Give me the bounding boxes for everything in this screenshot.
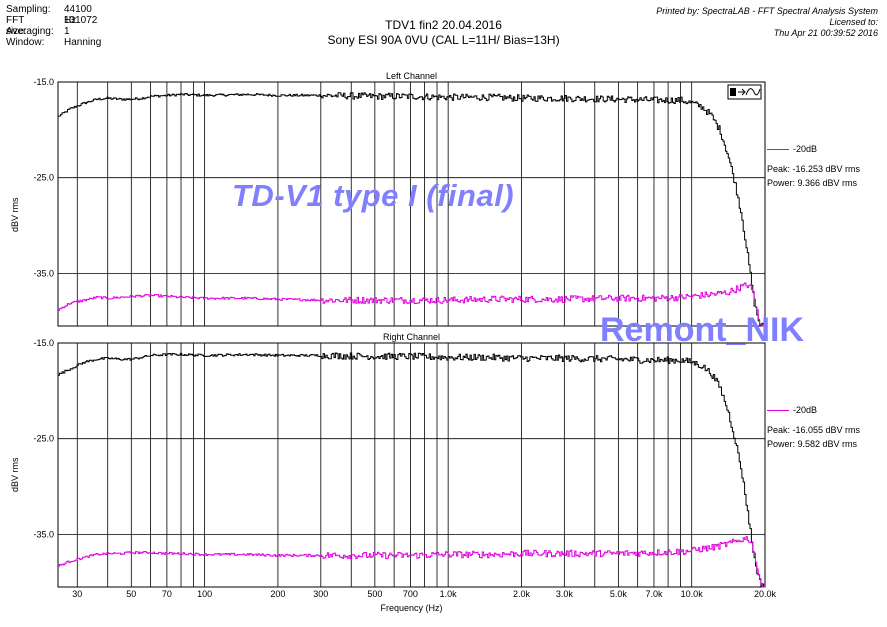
x-tick-label: 5.0k [610, 589, 628, 599]
legend-label: -20dB [793, 405, 818, 415]
x-tick-label: 2.0k [513, 589, 531, 599]
y-axis-label-right: dBV rms [10, 457, 20, 492]
x-tick-label: 200 [270, 589, 285, 599]
x-tick-label: 30 [72, 589, 82, 599]
watermark-title: TD-V1 type I (final) [232, 178, 515, 213]
plot-subtitle: Sony ESI 90A 0VU (CAL L=11H/ Bias=13H) [327, 33, 560, 47]
power-readout: Power: 9.582 dBV rms [767, 439, 858, 449]
x-axis-label: Frequency (Hz) [380, 603, 442, 613]
x-tick-label: 1.0k [440, 589, 458, 599]
x-tick-label: 100 [197, 589, 212, 599]
watermark-author: Remont_NIK [600, 311, 805, 349]
panel-title: Left Channel [386, 71, 437, 81]
info-value: 44100 Hz [64, 4, 92, 26]
reference-trace-20db [58, 282, 765, 327]
y-tick-label: -35.0 [33, 268, 54, 278]
peak-readout: Peak: -16.055 dBV rms [767, 425, 861, 435]
y-tick-label: -25.0 [33, 173, 54, 183]
x-tick-label: 300 [313, 589, 328, 599]
peak-readout: Peak: -16.253 dBV rms [767, 164, 861, 174]
info-value: Hanning [64, 37, 102, 48]
spectrum-trace [58, 92, 766, 327]
x-tick-label: 7.0k [645, 589, 663, 599]
waveform-icon[interactable] [727, 84, 762, 100]
left-legend: -20dB Peak: -16.253 dBV rms Power: 9.366… [767, 142, 860, 190]
panel-title: Right Channel [383, 332, 440, 342]
right-legend: -20dB Peak: -16.055 dBV rms Power: 9.582… [767, 403, 860, 451]
legend-swatch [767, 149, 789, 151]
legend-entry: -20dB [767, 403, 860, 417]
info-value: 1 [64, 26, 70, 37]
licensed-to: Licensed to: [829, 17, 878, 27]
info-key: Sampling: [6, 4, 51, 15]
legend-entry: -20dB [767, 142, 860, 156]
icon-glyph [730, 88, 736, 96]
info-key: Window: [6, 37, 45, 48]
info-value: 131072 [64, 15, 98, 26]
icon-arrow [738, 88, 746, 96]
x-tick-label: 50 [126, 589, 136, 599]
y-tick-label: -15.0 [33, 77, 54, 87]
y-tick-label: -35.0 [33, 529, 54, 539]
legend-label: -20dB [793, 144, 818, 154]
reference-trace-20db [58, 536, 765, 588]
x-tick-label: 10.0k [681, 589, 704, 599]
icon-wave [745, 88, 761, 96]
plot-title: TDV1 fin2 20.04.2016 [385, 18, 502, 32]
info-key: Averaging: [6, 26, 54, 37]
x-tick-label: 20.0k [754, 589, 777, 599]
printed-by: Printed by: SpectraLAB - FFT Spectral An… [656, 6, 878, 16]
x-tick-label: 70 [162, 589, 172, 599]
x-tick-label: 3.0k [556, 589, 574, 599]
power-readout: Power: 9.366 dBV rms [767, 178, 858, 188]
y-tick-label: -25.0 [33, 434, 54, 444]
print-date: Thu Apr 21 00:39:52 2016 [773, 28, 878, 38]
y-axis-label-left: dBV rms [10, 197, 20, 232]
info-key: FFT size: [6, 15, 27, 37]
legend-swatch [767, 410, 789, 412]
spectrum-trace [58, 352, 766, 588]
y-tick-label: -15.0 [33, 338, 54, 348]
x-tick-label: 700 [403, 589, 418, 599]
x-tick-label: 500 [367, 589, 382, 599]
